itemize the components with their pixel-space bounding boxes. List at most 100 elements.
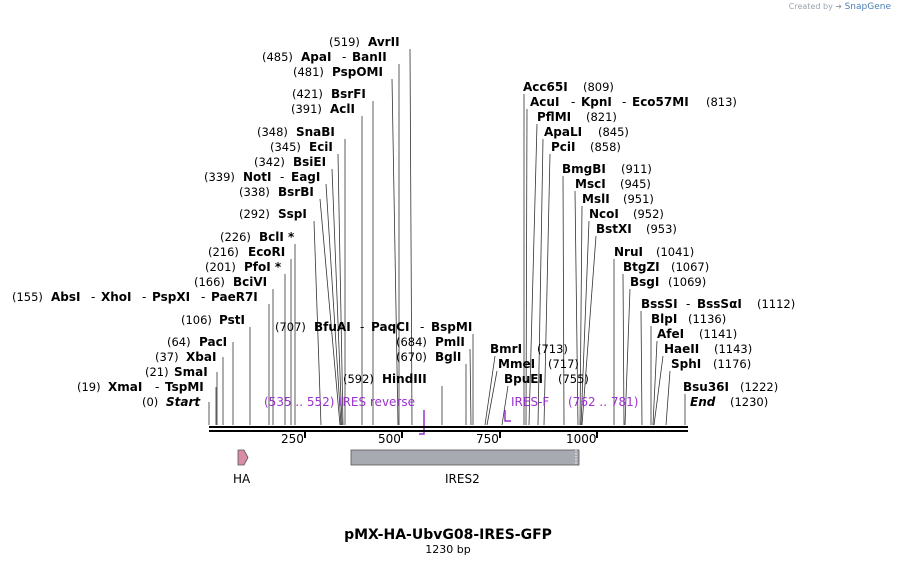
site-sspi-pos: (292) [239, 207, 270, 221]
site-leader-lines [208, 48, 686, 426]
site-bcivi-name: BciVI [233, 275, 267, 289]
site-bgli-pos: (670) [396, 350, 427, 364]
ruler-ticks [304, 432, 598, 438]
site-end-pos: (1230) [730, 395, 768, 409]
site-xmai-sep: - [155, 380, 159, 394]
site-msci-name: MscI [575, 177, 606, 191]
site-bfuai-sep1: - [360, 320, 364, 334]
restriction-sites-middle: (707) BfuAI - PaqCI - BspMI (684) PmlI (… [275, 320, 589, 386]
site-pspomi-pos: (481) [293, 65, 324, 79]
site-acui-name: AcuI [530, 95, 559, 109]
site-bcli-pos: (226) [220, 230, 251, 244]
site-acc65i-pos: (809) [583, 80, 614, 94]
site-absi-pos: (155) [12, 290, 43, 304]
site-start-pos: (0) [142, 395, 158, 409]
site-snabi-name: SnaBI [296, 125, 335, 139]
site-bmri-name: BmrI [490, 342, 522, 356]
site-bsgi-pos: (1069) [668, 275, 706, 289]
site-bsrfi-pos: (421) [292, 87, 323, 101]
site-banii-name: BanII [352, 50, 387, 64]
site-xbai-pos: (37) [155, 350, 179, 364]
site-pcii-pos: (858) [590, 140, 621, 154]
site-avrii-pos: (519) [329, 35, 360, 49]
site-absi-sep2: - [142, 290, 146, 304]
site-pfoi-name: PfoI * [244, 260, 282, 274]
site-avrii-name: AvrII [368, 35, 400, 49]
site-bsssi-sep: - [686, 297, 690, 311]
site-blpi-pos: (1136) [688, 312, 726, 326]
site-bfuai-sep2: - [420, 320, 424, 334]
site-btgzi-name: BtgZI [623, 260, 660, 274]
site-haeii-pos: (1143) [714, 342, 752, 356]
site-pspomi-name: PspOMI [332, 65, 383, 79]
site-psti-name: PstI [219, 313, 245, 327]
site-bspmi-name: BspMI [431, 320, 472, 334]
snapgene-logo-icon: ➜ [835, 2, 843, 11]
site-afei-name: AfeI [657, 327, 684, 341]
site-start-name: Start [166, 395, 201, 409]
site-nrui-pos: (1041) [656, 245, 694, 259]
ires2-feature-bar [350, 449, 580, 466]
site-ecori-pos: (216) [208, 245, 239, 259]
site-absi-sep1: - [91, 290, 95, 304]
site-bsrbi-pos: (338) [239, 185, 270, 199]
created-by-text: Created by [788, 2, 833, 11]
site-bsu36i-name: Bsu36I [683, 380, 729, 394]
site-psti-pos: (106) [181, 313, 212, 327]
site-bpuei-name: BpuEI [504, 372, 543, 386]
site-bsssi-pos: (1112) [757, 297, 795, 311]
site-pfoi-pos: (201) [205, 260, 236, 274]
site-ncoi-name: NcoI [589, 207, 619, 221]
site-apali-pos: (845) [598, 125, 629, 139]
site-bpuei-pos: (755) [558, 372, 589, 386]
map-title: pMX-HA-UbvG08-IRES-GFP [344, 527, 552, 543]
site-ncoi-pos: (952) [633, 207, 664, 221]
site-pspxi-name: PspXI [152, 290, 190, 304]
site-bstxi-pos: (953) [646, 222, 677, 236]
feature-ires2: IRES2 [350, 449, 580, 486]
site-hindiii-name: HindIII [382, 372, 427, 386]
site-xbai-name: XbaI [186, 350, 216, 364]
site-smai-pos: (21) [145, 365, 169, 379]
site-tspmi-name: TspMI [165, 380, 204, 394]
site-mmei-pos: (717) [548, 357, 579, 371]
site-nrui-name: NruI [614, 245, 643, 259]
site-acui-sep2: - [622, 95, 626, 109]
site-msli-name: MslI [582, 192, 610, 206]
feature-ha-label: HA [233, 472, 251, 486]
backbone-top-strand [209, 426, 688, 428]
site-acui-pos: (813) [706, 95, 737, 109]
site-apai-name: ApaI [301, 50, 331, 64]
primer-ires-f-range: (762 .. 781) [568, 395, 638, 409]
site-bmri-pos: (713) [537, 342, 568, 356]
feature-ha: HA [233, 449, 251, 486]
site-pflmi-pos: (821) [586, 110, 617, 124]
snapgene-credit: Created by ➜ SnapGene [789, 2, 891, 12]
site-btgzi-pos: (1067) [671, 260, 709, 274]
site-absi-name: AbsI [51, 290, 80, 304]
site-noti-name: NotI [243, 170, 272, 184]
primer-ires-f: IRES-F (762 .. 781) [504, 395, 638, 422]
feature-ires2-label: IRES2 [445, 472, 480, 486]
site-pflmi-name: PflMI [537, 110, 571, 124]
site-bsrfi-name: BsrFI [331, 87, 366, 101]
site-end-name: End [690, 395, 716, 409]
site-apai-sep: - [342, 50, 346, 64]
snapgene-brand: SnapGene [844, 2, 891, 12]
site-blpi-name: BlpI [651, 312, 677, 326]
site-xmai-pos: (19) [77, 380, 101, 394]
site-pcii-name: PciI [551, 140, 576, 154]
site-bfuai-pos: (707) [275, 320, 306, 334]
site-paer7i-name: PaeR7I [211, 290, 258, 304]
site-apali-name: ApaLI [544, 125, 582, 139]
primer-ires-f-arrow-icon [504, 410, 511, 422]
site-bsu36i-pos: (1222) [740, 380, 778, 394]
site-msli-pos: (951) [623, 192, 654, 206]
site-xmai-name: XmaI [108, 380, 142, 394]
site-acc65i-name: Acc65I [523, 80, 568, 94]
site-sspi-name: SspI [278, 207, 307, 221]
site-acui-sep1: - [571, 95, 575, 109]
ruler-tick-1000: 1000 [566, 432, 597, 446]
restriction-sites-right: Acc65I (809) AcuI - KpnI - Eco57MI (813)… [523, 80, 795, 409]
primer-ires-reverse-range: (535 .. 552) [264, 395, 334, 409]
